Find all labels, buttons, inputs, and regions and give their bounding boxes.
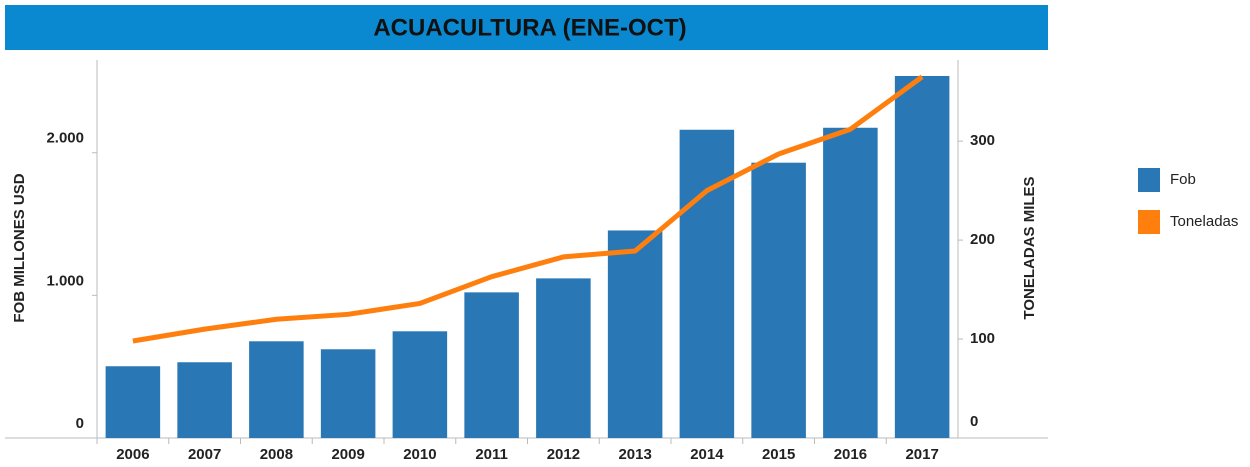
bar [894, 75, 950, 439]
y-tick-label: 2.000 [46, 130, 84, 147]
bar [105, 366, 161, 438]
bar [823, 127, 878, 439]
x-tick-label: 2015 [762, 446, 795, 463]
chart-title: ACUACULTURA (ENE-OCT) [373, 14, 686, 41]
bar [679, 129, 735, 438]
y2-axis-label: TONELADAS MILES [1021, 176, 1038, 319]
x-tick-label: 2017 [905, 446, 938, 463]
x-tick-label: 2011 [475, 446, 508, 463]
bar [320, 349, 376, 438]
bar [177, 362, 232, 438]
y2-tick-label: 0 [970, 413, 978, 430]
x-tick-label: 2008 [260, 446, 293, 463]
y2-tick-label: 200 [970, 231, 995, 248]
y2-tick-label: 100 [970, 330, 995, 347]
x-tick-label: 2013 [618, 446, 651, 463]
x-tick-label: 2010 [403, 446, 436, 463]
bar [464, 292, 519, 438]
x-tick-label: 2009 [331, 446, 364, 463]
bar [392, 331, 448, 438]
legend-swatch [1138, 168, 1160, 192]
bar [249, 341, 304, 438]
title-bar [5, 5, 1048, 50]
bar [607, 230, 663, 438]
x-tick-label: 2007 [188, 446, 221, 463]
bar [536, 278, 591, 438]
legend-label: Fob [1170, 171, 1196, 188]
x-tick-label: 2012 [547, 446, 580, 463]
y-tick-label: 0 [76, 415, 84, 432]
y2-tick-label: 300 [970, 132, 995, 149]
y-tick-label: 1.000 [46, 272, 84, 289]
x-tick-label: 2014 [690, 446, 724, 463]
line [132, 74, 924, 344]
x-tick-label: 2006 [116, 446, 149, 463]
legend-label: Toneladas [1170, 213, 1238, 230]
x-tick-label: 2016 [834, 446, 867, 463]
bar [751, 162, 806, 438]
legend-swatch [1138, 210, 1160, 234]
y-axis-label: FOB MILLONES USD [11, 173, 28, 322]
